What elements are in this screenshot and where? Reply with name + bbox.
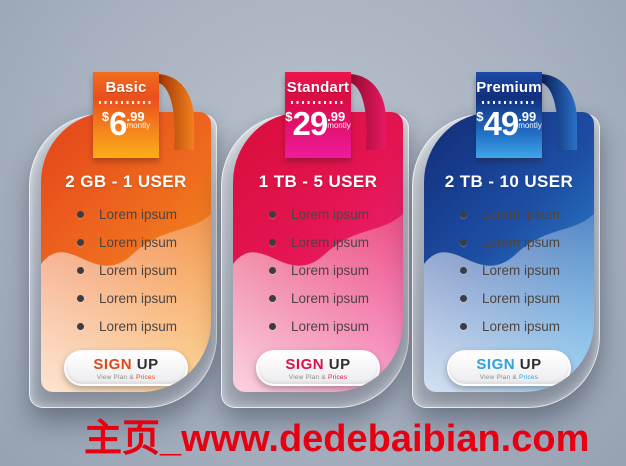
feature-item: Lorem ipsum bbox=[233, 228, 403, 256]
plan-card-basic: 2 GB - 1 USER Lorem ipsum Lorem ipsum Lo… bbox=[29, 72, 217, 408]
feature-item: Lorem ipsum bbox=[41, 312, 211, 340]
sign-up-button[interactable]: SIGN UP View Plan & Prices bbox=[64, 350, 188, 386]
bullet-icon bbox=[77, 210, 84, 218]
feature-item: Lorem ipsum bbox=[424, 200, 594, 228]
plan-name: Basic bbox=[105, 79, 147, 96]
bullet-icon bbox=[460, 294, 467, 302]
feature-item: Lorem ipsum bbox=[41, 228, 211, 256]
bullet-icon bbox=[460, 238, 467, 246]
plan-price: $6.99 montly bbox=[101, 105, 151, 142]
bullet-icon bbox=[269, 322, 276, 330]
feature-item: Lorem ipsum bbox=[424, 228, 594, 256]
plan-price: $29.99 montly bbox=[285, 105, 351, 142]
wave-overlay bbox=[41, 214, 211, 392]
wave-overlay bbox=[233, 214, 403, 392]
bullet-icon bbox=[77, 238, 84, 246]
plan-ribbon: Standart $29.99 montly bbox=[285, 72, 351, 158]
dotted-divider bbox=[482, 101, 536, 104]
feature-item: Lorem ipsum bbox=[233, 284, 403, 312]
wave-overlay bbox=[424, 214, 594, 392]
feature-item: Lorem ipsum bbox=[424, 284, 594, 312]
bullet-icon bbox=[269, 210, 276, 218]
feature-item: Lorem ipsum bbox=[233, 256, 403, 284]
bullet-icon bbox=[460, 210, 467, 218]
plan-card-premium: 2 TB - 10 USER Lorem ipsum Lorem ipsum L… bbox=[412, 72, 600, 408]
plan-name: Premium bbox=[476, 79, 542, 96]
bullet-icon bbox=[460, 322, 467, 330]
feature-item: Lorem ipsum bbox=[424, 312, 594, 340]
feature-item: Lorem ipsum bbox=[233, 200, 403, 228]
watermark-text: 主页_www.dedebaibian.com bbox=[84, 418, 590, 460]
feature-list: Lorem ipsum Lorem ipsum Lorem ipsum Lore… bbox=[41, 200, 211, 340]
plan-spec: 2 GB - 1 USER bbox=[65, 172, 187, 191]
ribbon-curl bbox=[348, 74, 386, 150]
feature-item: Lorem ipsum bbox=[41, 284, 211, 312]
sign-up-button[interactable]: SIGN UP View Plan & Prices bbox=[447, 350, 571, 386]
bullet-icon bbox=[269, 294, 276, 302]
plan-spec: 1 TB - 5 USER bbox=[258, 172, 378, 191]
plan-ribbon: Basic $6.99 montly bbox=[93, 72, 159, 158]
feature-item: Lorem ipsum bbox=[233, 312, 403, 340]
bullet-icon bbox=[269, 266, 276, 274]
bullet-icon bbox=[77, 266, 84, 274]
sign-up-button[interactable]: SIGN UP View Plan & Prices bbox=[256, 350, 380, 386]
bullet-icon bbox=[77, 322, 84, 330]
card-surface: 2 GB - 1 USER Lorem ipsum Lorem ipsum Lo… bbox=[41, 112, 211, 392]
bullet-icon bbox=[77, 294, 84, 302]
feature-item: Lorem ipsum bbox=[41, 256, 211, 284]
feature-list: Lorem ipsum Lorem ipsum Lorem ipsum Lore… bbox=[424, 200, 594, 340]
bullet-icon bbox=[460, 266, 467, 274]
dotted-divider bbox=[99, 101, 153, 104]
feature-item: Lorem ipsum bbox=[41, 200, 211, 228]
feature-item: Lorem ipsum bbox=[424, 256, 594, 284]
plan-name: Standart bbox=[286, 79, 350, 96]
plan-ribbon: Premium $49.99 montly bbox=[476, 72, 542, 158]
plan-price: $49.99 montly bbox=[476, 105, 542, 142]
card-surface: 1 TB - 5 USER Lorem ipsum Lorem ipsum Lo… bbox=[233, 112, 403, 392]
card-surface: 2 TB - 10 USER Lorem ipsum Lorem ipsum L… bbox=[424, 112, 594, 392]
plan-card-standart: 1 TB - 5 USER Lorem ipsum Lorem ipsum Lo… bbox=[221, 72, 409, 408]
feature-list: Lorem ipsum Lorem ipsum Lorem ipsum Lore… bbox=[233, 200, 403, 340]
bullet-icon bbox=[269, 238, 276, 246]
dotted-divider bbox=[291, 101, 345, 104]
ribbon-curl bbox=[539, 74, 577, 150]
ribbon-curl bbox=[156, 74, 194, 150]
plan-spec: 2 TB - 10 USER bbox=[444, 172, 574, 191]
